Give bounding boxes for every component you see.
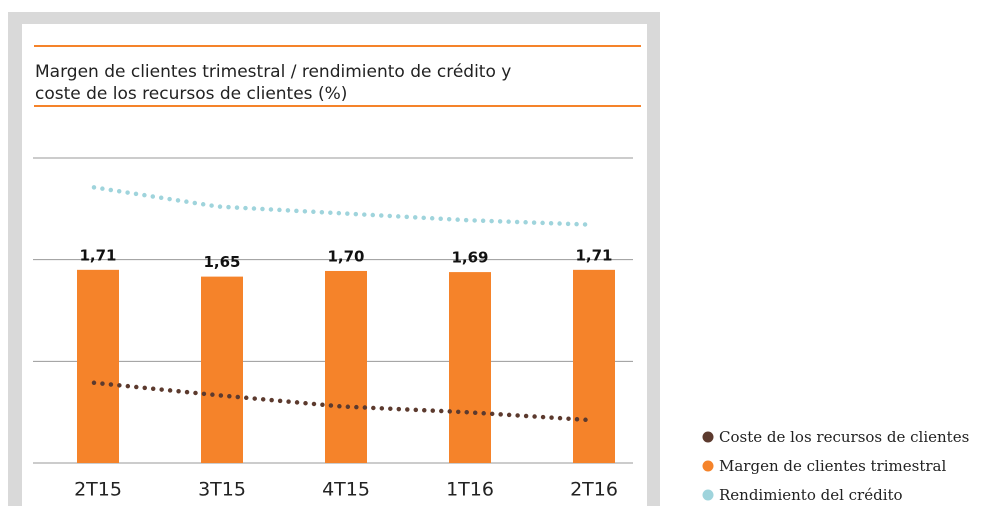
legend-swatch [702, 460, 714, 472]
bar [449, 272, 491, 463]
chart-title: coste de los recursos de clientes (%) [35, 84, 347, 104]
value-label: 1,71 [79, 246, 116, 264]
bar [201, 276, 243, 463]
legend-swatch [702, 489, 714, 501]
legend-label: Rendimiento del crédito [719, 486, 903, 504]
chart-title: Margen de clientes trimestral / rendimie… [35, 62, 511, 82]
legend-label: Margen de clientes trimestral [719, 457, 946, 475]
value-label: 1,70 [327, 247, 364, 265]
x-tick-label: 3T15 [198, 479, 246, 501]
bar [325, 270, 367, 463]
x-tick-label: 2T15 [74, 479, 122, 501]
bar [77, 269, 119, 463]
dotted-line [91, 380, 593, 423]
value-label: 1,71 [575, 246, 612, 264]
value-label: 1,65 [203, 253, 240, 271]
x-tick-label: 4T15 [322, 479, 370, 501]
x-tick-label: 2T16 [570, 479, 618, 501]
value-label: 1,69 [451, 249, 488, 267]
bar [573, 269, 615, 463]
legend-label: Coste de los recursos de clientes [719, 428, 969, 446]
dotted-line [91, 185, 593, 227]
legend-swatch [702, 431, 714, 443]
x-tick-label: 1T16 [446, 479, 494, 501]
